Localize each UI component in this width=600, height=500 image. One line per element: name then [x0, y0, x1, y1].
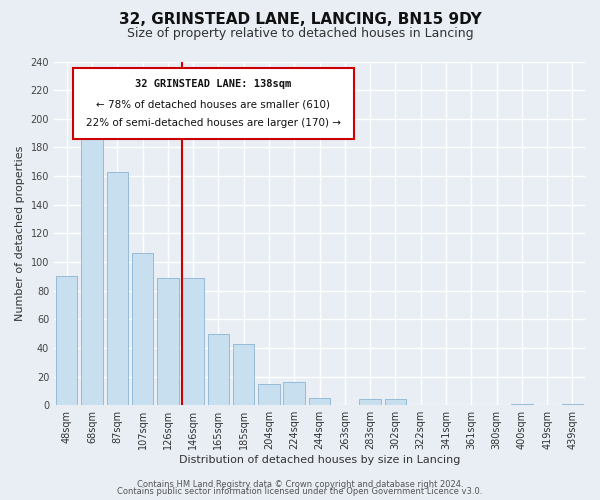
Bar: [182, 278, 204, 405]
Bar: [132, 254, 153, 405]
Bar: [283, 382, 305, 405]
Bar: [385, 400, 406, 405]
Y-axis label: Number of detached properties: Number of detached properties: [15, 146, 25, 321]
Bar: [157, 278, 179, 405]
Bar: [511, 404, 533, 405]
Text: Size of property relative to detached houses in Lancing: Size of property relative to detached ho…: [127, 28, 473, 40]
Bar: [81, 119, 103, 405]
Bar: [562, 404, 583, 405]
Bar: [258, 384, 280, 405]
Text: Contains HM Land Registry data © Crown copyright and database right 2024.: Contains HM Land Registry data © Crown c…: [137, 480, 463, 489]
Text: 32, GRINSTEAD LANE, LANCING, BN15 9DY: 32, GRINSTEAD LANE, LANCING, BN15 9DY: [119, 12, 481, 28]
Bar: [233, 344, 254, 405]
Text: 32 GRINSTEAD LANE: 138sqm: 32 GRINSTEAD LANE: 138sqm: [135, 78, 292, 88]
Bar: [309, 398, 330, 405]
Bar: [359, 400, 381, 405]
Bar: [56, 276, 77, 405]
Bar: [107, 172, 128, 405]
Text: 22% of semi-detached houses are larger (170) →: 22% of semi-detached houses are larger (…: [86, 118, 341, 128]
Text: ← 78% of detached houses are smaller (610): ← 78% of detached houses are smaller (61…: [97, 100, 331, 110]
X-axis label: Distribution of detached houses by size in Lancing: Distribution of detached houses by size …: [179, 455, 460, 465]
Text: Contains public sector information licensed under the Open Government Licence v3: Contains public sector information licen…: [118, 487, 482, 496]
Bar: [208, 334, 229, 405]
FancyBboxPatch shape: [73, 68, 354, 139]
